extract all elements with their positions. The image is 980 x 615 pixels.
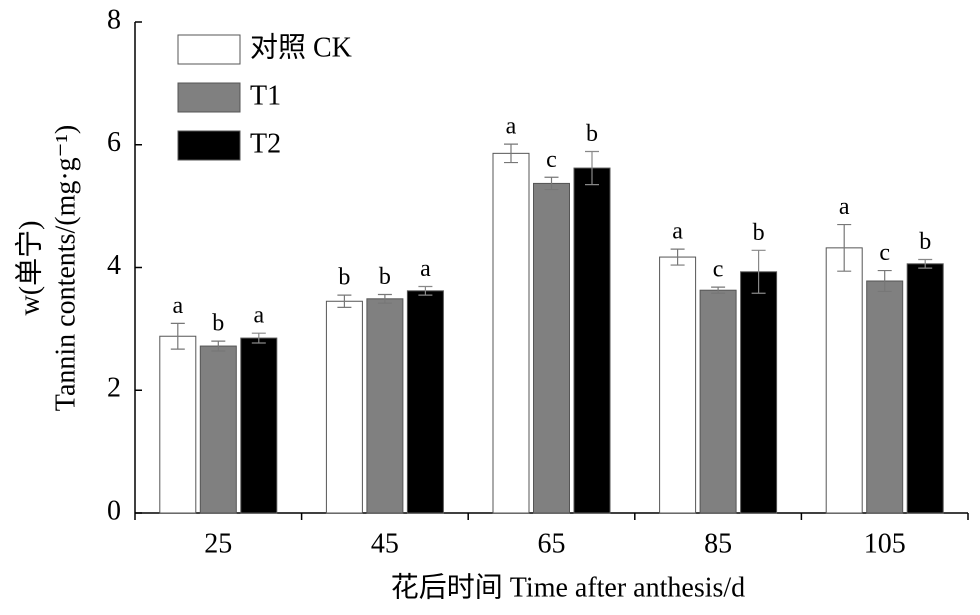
significance-letter: b (919, 229, 931, 255)
error-bar (337, 294, 352, 308)
error-bar (837, 223, 852, 272)
significance-letter: c (879, 240, 890, 266)
bar (866, 280, 904, 514)
bar (159, 335, 197, 514)
legend-label: 对照 CK (250, 31, 352, 63)
significance-letter: b (338, 265, 350, 291)
significance-letter: a (839, 194, 850, 220)
bar (740, 271, 778, 514)
error-bar (544, 176, 559, 191)
bar (533, 182, 570, 514)
y-axis-label-group: w(单宁) Tannin contents/(mg·g⁻¹) (13, 125, 81, 411)
bar (199, 345, 237, 514)
legend-swatch (177, 34, 241, 65)
significance-letter: a (672, 219, 683, 245)
x-tick-label: 105 (864, 528, 906, 559)
bar (699, 289, 737, 514)
x-axis-label: 花后时间 Time after anthesis/d (391, 571, 745, 603)
y-tick-label: 8 (107, 4, 121, 35)
error-bar (585, 150, 599, 186)
error-bar (170, 322, 185, 350)
bar (906, 263, 944, 514)
error-bar (670, 248, 685, 266)
bar (492, 152, 530, 514)
error-bar (377, 293, 392, 304)
y-axis-label: Tannin contents/(mg·g⁻¹) (50, 125, 81, 411)
legend-label: T1 (250, 80, 281, 111)
legend-swatch (177, 130, 241, 161)
significance-letter: b (586, 121, 598, 147)
significance-letter: c (713, 257, 724, 283)
significance-letter: a (253, 303, 264, 329)
bar (659, 256, 697, 514)
error-bar (918, 258, 933, 269)
bar (406, 290, 444, 514)
significance-letter: b (753, 220, 765, 246)
bar (366, 298, 404, 514)
bar (240, 337, 278, 514)
significance-letter: a (420, 256, 431, 282)
error-bar (418, 285, 433, 296)
significance-letter: b (212, 311, 224, 337)
y-tick-label: 0 (107, 495, 121, 526)
x-tick-label: 25 (204, 528, 232, 559)
y-tick-label: 6 (107, 127, 121, 158)
x-tick-label: 65 (538, 528, 566, 559)
significance-letter: a (506, 114, 517, 140)
error-bar (504, 143, 518, 164)
error-bar (751, 249, 766, 294)
y-axis-label: w(单宁) (13, 221, 45, 316)
y-tick-label: 4 (107, 250, 121, 281)
error-bar (711, 286, 726, 294)
legend-label: T2 (250, 128, 281, 159)
significance-letter: a (172, 293, 183, 319)
error-bar (211, 340, 226, 352)
y-tick-label: 2 (107, 373, 121, 404)
bar (573, 167, 611, 514)
significance-letter: c (546, 147, 557, 173)
x-tick-label: 45 (371, 528, 399, 559)
legend-swatch (177, 82, 241, 113)
error-bar (251, 332, 266, 344)
x-tick-label: 85 (704, 528, 732, 559)
significance-letter: b (379, 264, 391, 290)
bar (825, 247, 863, 514)
error-bar (877, 269, 892, 293)
bar (325, 300, 363, 514)
